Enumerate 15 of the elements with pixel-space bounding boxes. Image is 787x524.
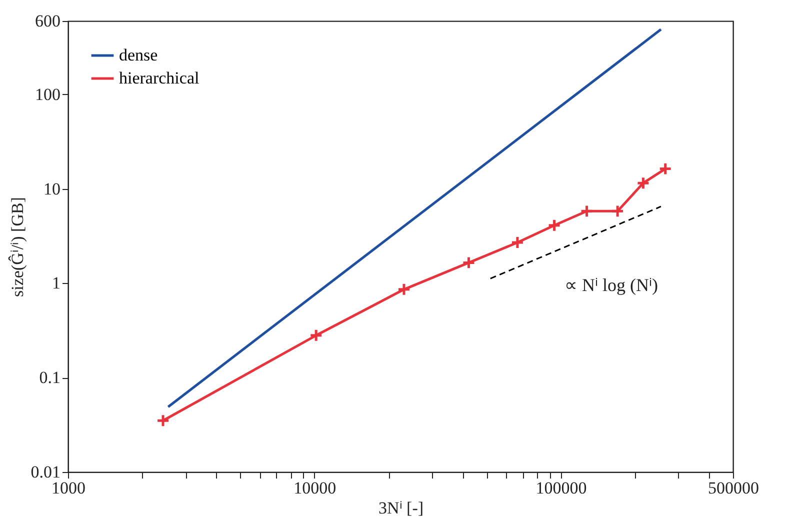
y-tick-label: 0.01 — [30, 462, 60, 482]
y-tick-label: 100 — [35, 84, 60, 104]
y-axis-title: size(Ĝⁱ/ⁱ) [GB] — [8, 197, 27, 297]
x-axis-title: 3Nⁱ [-] — [378, 498, 424, 518]
x-tick-label: 10000 — [294, 478, 336, 498]
x-tick-label: 1000 — [52, 478, 86, 498]
annotation: ∝ Nⁱ log (Nⁱ) — [564, 275, 658, 295]
x-tick-label: 500000 — [708, 478, 759, 498]
y-tick-label: 1 — [52, 274, 60, 293]
legend-label: hierarchical — [119, 68, 200, 88]
legend-label: dense — [119, 46, 158, 64]
y-tick-label: 10 — [44, 179, 60, 198]
y-tick-label: 0.1 — [39, 368, 60, 388]
x-tick-label: 100000 — [536, 478, 587, 498]
y-tick-label: 600 — [35, 12, 60, 30]
